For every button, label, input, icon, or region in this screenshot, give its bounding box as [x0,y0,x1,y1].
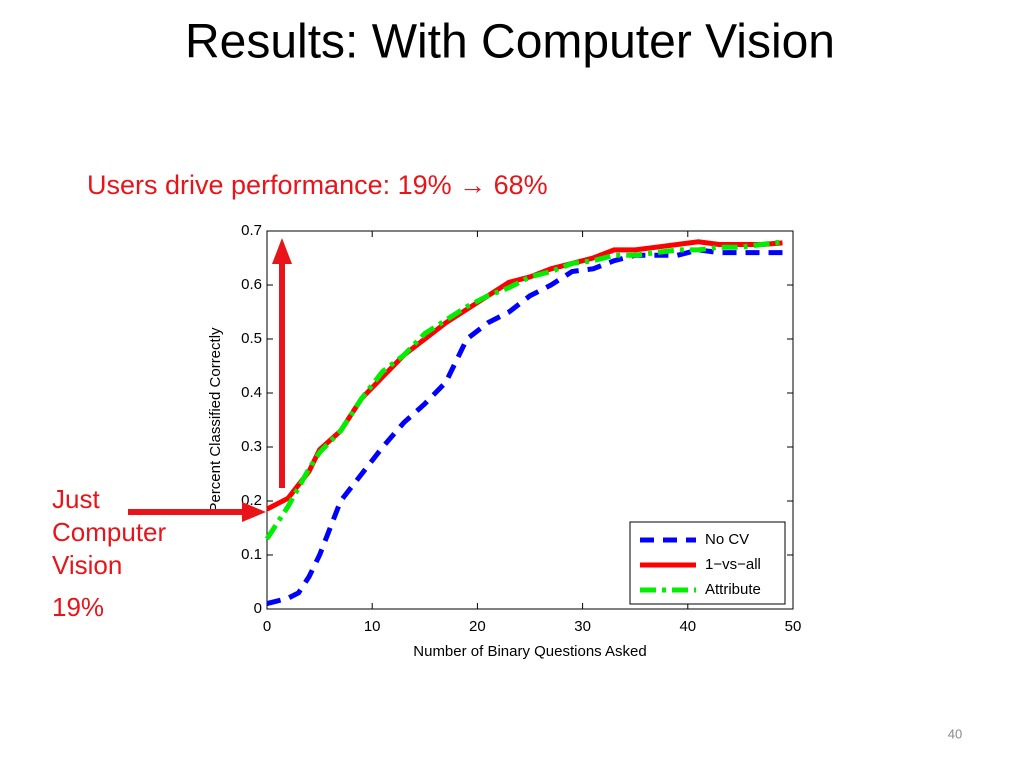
x-tick-label: 20 [469,618,486,635]
legend-label: 1−vs−all [705,556,761,573]
data-line [264,239,783,541]
y-tick-label: 0.3 [241,438,262,455]
x-tick-label: 50 [785,618,802,635]
y-tick-label: 0.6 [241,276,262,293]
data-line [265,239,783,512]
x-tick-label: 40 [679,618,696,635]
x-tick-label: 10 [364,618,381,635]
x-tick-label: 30 [574,618,591,635]
x-tick-label: 0 [263,618,271,635]
y-tick-label: 0.1 [241,546,262,563]
subtitle: Users drive performance: 19% → 68% [87,170,548,200]
slide-title: Results: With Computer Vision [185,16,835,69]
arrow-head [242,502,266,522]
data-line [266,247,783,607]
x-axis-label: Number of Binary Questions Asked [413,643,646,660]
side-note: Vision [52,550,122,580]
y-tick-label: 0.5 [241,330,262,347]
arrow-head [272,238,292,264]
side-note-value: 19% [52,592,104,622]
y-axis-label: Percent Classified Correctly [207,327,224,513]
y-tick-label: 0.4 [241,384,262,401]
legend-label: No CV [705,531,749,548]
page-number: 40 [948,726,962,741]
side-note: Computer [52,517,166,547]
legend-label: Attribute [705,581,761,598]
y-tick-label: 0.7 [241,222,262,239]
legend: No CV 1−vs−all Attribute [629,521,786,605]
side-note: Just [52,484,100,514]
y-tick-label: 0 [254,600,262,617]
